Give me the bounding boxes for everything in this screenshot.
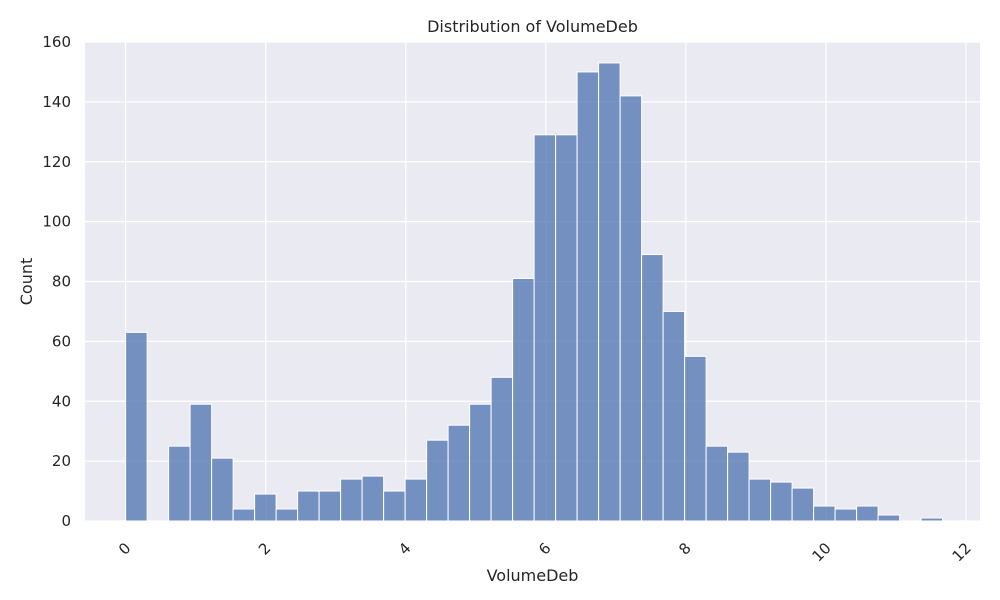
x-tick-label: 12	[949, 539, 975, 565]
x-tick-label: 10	[809, 539, 835, 565]
histogram-bar	[232, 508, 256, 522]
y-tick-label: 140	[42, 93, 71, 111]
histogram-bar	[447, 424, 471, 522]
histogram-bar	[426, 439, 449, 522]
chart-title: Distribution of VolumeDeb	[427, 17, 638, 36]
histogram-bar	[383, 490, 406, 522]
y-axis-title: Count	[17, 258, 36, 306]
histogram-bar	[856, 505, 879, 522]
histogram-bar	[318, 490, 342, 522]
histogram-bar	[598, 62, 621, 522]
histogram-bar	[641, 254, 664, 522]
histogram-bar	[340, 478, 363, 522]
histogram-bar	[727, 451, 750, 522]
x-axis-title: VolumeDeb	[487, 566, 579, 585]
y-tick-label: 120	[42, 153, 71, 171]
histogram-bars	[125, 62, 944, 522]
histogram-bar	[684, 355, 707, 522]
x-tick-label: 2	[255, 539, 274, 558]
x-axis-ticks: 0 2 4 6 8 10 12	[115, 539, 975, 565]
y-tick-label: 20	[52, 452, 71, 470]
histogram-bar	[361, 475, 385, 522]
histogram-bar	[125, 331, 148, 522]
x-tick-label: 0	[115, 539, 134, 558]
histogram-bar	[877, 514, 901, 522]
y-tick-label: 40	[52, 392, 71, 410]
histogram-bar	[189, 403, 213, 522]
histogram-bar	[834, 508, 858, 522]
x-tick-label: 4	[395, 539, 414, 558]
y-axis-ticks: 0 20 40 60 80 100 120 140 160	[42, 33, 71, 530]
histogram-bar	[297, 490, 320, 522]
histogram-bar	[662, 310, 686, 522]
histogram-bar	[705, 445, 729, 522]
histogram-bar	[619, 95, 643, 522]
histogram-bar	[168, 445, 191, 522]
histogram-bar	[576, 71, 600, 522]
histogram-bar	[512, 278, 535, 522]
histogram-bar	[813, 505, 836, 522]
histogram-bar	[920, 517, 944, 522]
y-tick-label: 0	[61, 512, 71, 530]
histogram-bar	[404, 478, 428, 522]
histogram-bar	[469, 403, 492, 522]
histogram-bar	[555, 134, 578, 522]
histogram-bar	[275, 508, 299, 522]
histogram-bar	[748, 478, 772, 522]
y-tick-label: 60	[52, 332, 71, 350]
x-tick-label: 6	[535, 539, 554, 558]
x-tick-label: 8	[675, 539, 694, 558]
histogram-bar	[211, 457, 234, 522]
histogram-bar	[490, 376, 514, 522]
y-tick-label: 80	[52, 273, 71, 291]
y-tick-label: 160	[42, 33, 71, 51]
histogram-bar	[791, 487, 815, 522]
histogram-bar	[254, 493, 277, 522]
histogram-bar	[533, 134, 557, 522]
y-tick-label: 100	[42, 213, 71, 231]
histogram-bar	[770, 481, 793, 522]
